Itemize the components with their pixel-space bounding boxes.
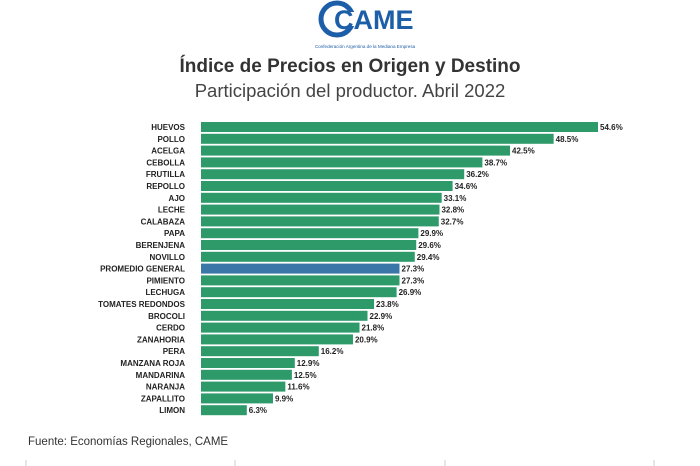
category-label: ACELGA [151,147,185,156]
category-label: PERA [163,347,185,356]
bar [201,369,292,380]
category-label: TOMATES REDONDOS [98,300,185,309]
bar [201,122,598,132]
bar [201,133,554,144]
logo-tagline: Confederación Argentina de la Mediana Em… [315,44,416,49]
value-label: 9.9% [275,394,293,403]
category-label: CERDO [156,324,185,333]
value-label: 27.3% [402,265,425,274]
bar [201,145,511,156]
value-label: 16.2% [321,347,344,356]
category-label: PROMEDIO GENERAL [100,265,185,274]
category-label: NARANJA [146,383,185,392]
category-label: HUEVOS [151,123,185,132]
average-bar [201,263,400,274]
category-label: BROCOLI [148,312,185,321]
category-label: CALABAZA [141,217,186,226]
value-label: 32.8% [441,206,464,215]
bar [201,192,442,203]
value-label: 26.9% [399,288,422,297]
value-label: 22.9% [370,312,393,321]
bar [201,216,439,227]
bar [201,405,247,416]
bar [201,181,453,191]
category-label: MANZANA ROJA [120,359,185,368]
category-label: AJO [169,194,185,203]
category-label: LECHE [158,206,186,215]
category-label: PIMIENTO [146,276,185,285]
bar [201,358,295,368]
logo-mark: CAME [318,0,414,38]
category-label: PAPA [164,229,185,238]
category-label: CEBOLLA [146,158,185,167]
category-label: ZAPALLITO [141,394,185,403]
bar [201,275,400,286]
value-label: 23.8% [376,300,399,309]
bar [201,287,397,298]
logo-wordmark: CAME [334,5,414,35]
value-label: 29.4% [417,253,440,262]
source-note: Fuente: Economías Regionales, CAME [28,436,229,448]
chart-subtitle: Participación del productor. Abril 2022 [194,80,506,101]
value-label: 27.3% [402,276,425,285]
value-label: 54.6% [600,123,623,132]
value-label: 11.6% [287,383,309,392]
value-label: 32.7% [441,217,464,226]
bar [201,228,419,239]
bar [201,299,375,309]
value-label: 21.8% [362,324,385,333]
value-label: 12.9% [297,359,320,368]
bar [201,322,360,333]
value-label: 34.6% [455,182,478,191]
value-label: 29.9% [420,229,443,238]
bar [201,204,440,215]
bar [201,240,417,250]
bar [201,169,465,180]
bar [201,334,353,345]
category-label: BERENJENA [136,241,186,250]
bar [201,381,286,392]
category-label: LECHUGA [145,288,185,297]
bottom-ticks [25,460,655,466]
category-label: MANDARINA [136,371,186,380]
bar [201,393,273,404]
category-label: NOVILLO [149,253,185,262]
bar [201,251,415,262]
value-label: 29.6% [418,241,441,250]
category-label: POLLO [157,135,185,144]
value-label: 20.9% [355,335,378,344]
value-label: 48.5% [556,135,579,144]
value-label: 33.1% [444,194,467,203]
value-label: 38.7% [484,158,507,167]
value-label: 36.2% [466,170,489,179]
value-label: 42.5% [512,147,535,156]
value-label: 12.5% [294,371,317,380]
bar [201,346,319,357]
chart-title: Índice de Precios en Origen y Destino [179,56,521,77]
came-logo: CAME Confederación Argentina de la Media… [300,0,430,56]
category-label: LIMON [159,406,185,415]
bar [201,157,483,168]
value-label: 6.3% [249,406,267,415]
category-label: ZANAHORIA [137,335,185,344]
bar [201,310,368,321]
category-label: REPOLLO [146,182,185,191]
category-label: FRUTILLA [146,170,185,179]
